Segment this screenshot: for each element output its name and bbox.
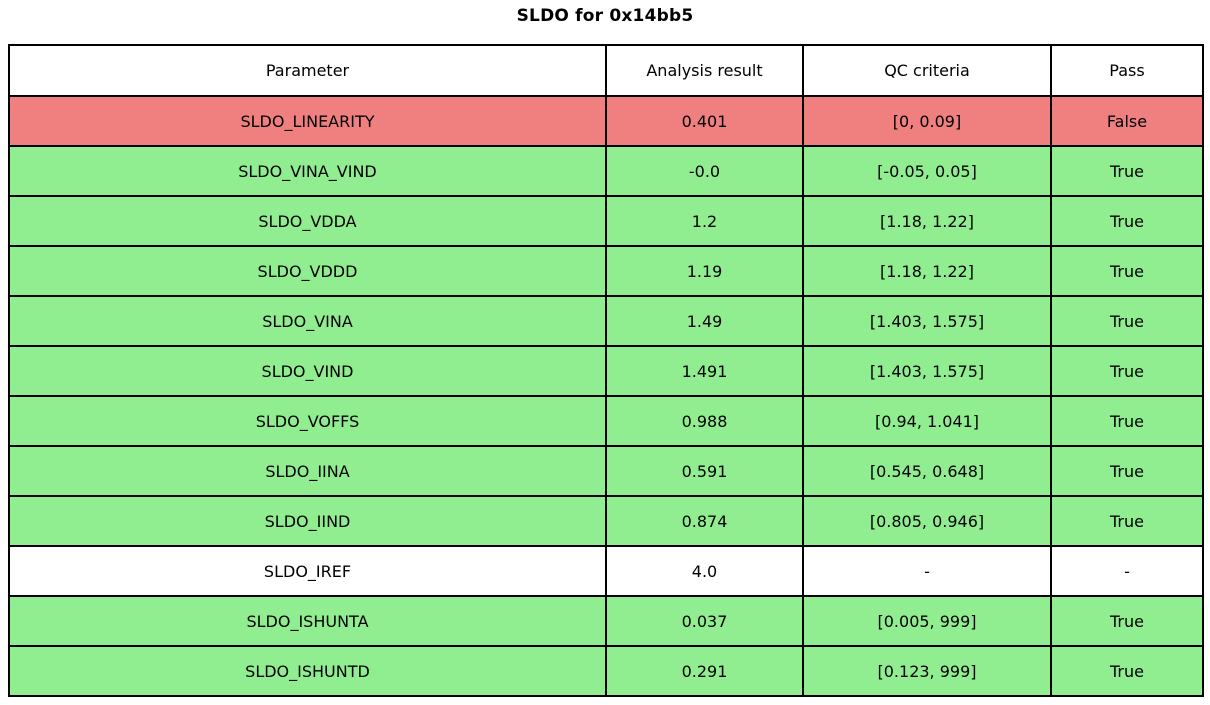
criteria-cell: [0.94, 1.041]	[802, 395, 1052, 447]
pass-cell: -	[1050, 545, 1204, 597]
result-cell: 0.037	[605, 595, 804, 647]
result-cell: 1.19	[605, 245, 804, 297]
pass-cell: True	[1050, 295, 1204, 347]
table-row: SLDO_ISHUNTA 0.037 [0.005, 999] True	[8, 595, 1204, 647]
criteria-cell: [-0.05, 0.05]	[802, 145, 1052, 197]
table-row: SLDO_VINA 1.49 [1.403, 1.575] True	[8, 295, 1204, 347]
pass-cell: True	[1050, 245, 1204, 297]
result-cell: 0.591	[605, 445, 804, 497]
criteria-cell: [1.18, 1.22]	[802, 195, 1052, 247]
parameter-cell: SLDO_ISHUNTA	[8, 595, 607, 647]
parameter-cell: SLDO_VINA	[8, 295, 607, 347]
result-cell: 4.0	[605, 545, 804, 597]
table-row: SLDO_IINA 0.591 [0.545, 0.648] True	[8, 445, 1204, 497]
pass-cell: True	[1050, 495, 1204, 547]
pass-cell: True	[1050, 395, 1204, 447]
parameter-cell: SLDO_VDDD	[8, 245, 607, 297]
qc-results-table: Parameter Analysis result QC criteria Pa…	[8, 44, 1204, 697]
pass-cell: True	[1050, 445, 1204, 497]
table-row: SLDO_VOFFS 0.988 [0.94, 1.041] True	[8, 395, 1204, 447]
table-header-row: Parameter Analysis result QC criteria Pa…	[8, 44, 1204, 97]
parameter-cell: SLDO_IINA	[8, 445, 607, 497]
parameter-cell: SLDO_VOFFS	[8, 395, 607, 447]
criteria-cell: [1.403, 1.575]	[802, 295, 1052, 347]
table-row: SLDO_IREF 4.0 - -	[8, 545, 1204, 597]
pass-cell: True	[1050, 645, 1204, 697]
column-header-qc-criteria: QC criteria	[802, 44, 1052, 97]
table-row: SLDO_VDDA 1.2 [1.18, 1.22] True	[8, 195, 1204, 247]
criteria-cell: [0, 0.09]	[802, 95, 1052, 147]
criteria-cell: [1.18, 1.22]	[802, 245, 1052, 297]
result-cell: 0.291	[605, 645, 804, 697]
column-header-analysis-result: Analysis result	[605, 44, 804, 97]
table-row: SLDO_VDDD 1.19 [1.18, 1.22] True	[8, 245, 1204, 297]
result-cell: 0.401	[605, 95, 804, 147]
parameter-cell: SLDO_IIND	[8, 495, 607, 547]
parameter-cell: SLDO_LINEARITY	[8, 95, 607, 147]
column-header-pass: Pass	[1050, 44, 1204, 97]
criteria-cell: -	[802, 545, 1052, 597]
table-row: SLDO_VIND 1.491 [1.403, 1.575] True	[8, 345, 1204, 397]
criteria-cell: [1.403, 1.575]	[802, 345, 1052, 397]
parameter-cell: SLDO_VINA_VIND	[8, 145, 607, 197]
parameter-cell: SLDO_IREF	[8, 545, 607, 597]
result-cell: 0.988	[605, 395, 804, 447]
pass-cell: False	[1050, 95, 1204, 147]
criteria-cell: [0.545, 0.648]	[802, 445, 1052, 497]
table-row: SLDO_ISHUNTD 0.291 [0.123, 999] True	[8, 645, 1204, 697]
criteria-cell: [0.005, 999]	[802, 595, 1052, 647]
table-row: SLDO_IIND 0.874 [0.805, 0.946] True	[8, 495, 1204, 547]
parameter-cell: SLDO_ISHUNTD	[8, 645, 607, 697]
parameter-cell: SLDO_VDDA	[8, 195, 607, 247]
table-row: SLDO_LINEARITY 0.401 [0, 0.09] False	[8, 95, 1204, 147]
pass-cell: True	[1050, 195, 1204, 247]
table-row: SLDO_VINA_VIND -0.0 [-0.05, 0.05] True	[8, 145, 1204, 197]
pass-cell: True	[1050, 345, 1204, 397]
result-cell: 0.874	[605, 495, 804, 547]
pass-cell: True	[1050, 145, 1204, 197]
result-cell: 1.491	[605, 345, 804, 397]
page-title: SLDO for 0x14bb5	[516, 6, 694, 26]
result-cell: -0.0	[605, 145, 804, 197]
result-cell: 1.49	[605, 295, 804, 347]
criteria-cell: [0.805, 0.946]	[802, 495, 1052, 547]
pass-cell: True	[1050, 595, 1204, 647]
criteria-cell: [0.123, 999]	[802, 645, 1052, 697]
result-cell: 1.2	[605, 195, 804, 247]
column-header-parameter: Parameter	[8, 44, 607, 97]
parameter-cell: SLDO_VIND	[8, 345, 607, 397]
